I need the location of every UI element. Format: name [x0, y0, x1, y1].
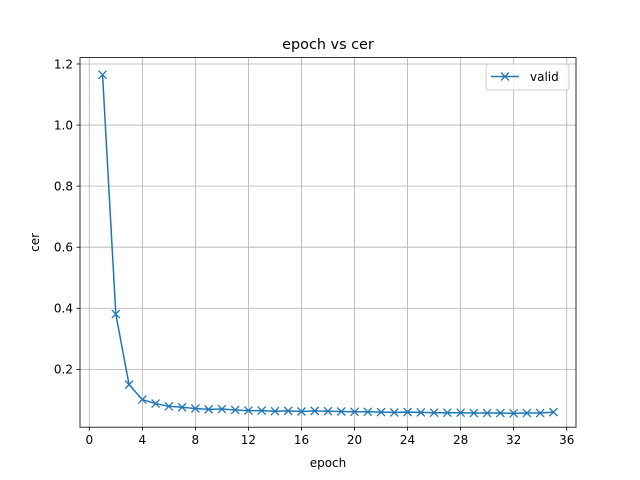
x-tick-label: 28 — [453, 433, 468, 447]
x-tick-label: 4 — [139, 433, 147, 447]
x-tick-label: 16 — [294, 433, 309, 447]
data-point — [548, 407, 558, 417]
x-tick-label: 24 — [400, 433, 415, 447]
data-point — [270, 406, 280, 416]
plot-frame — [79, 57, 577, 428]
data-point — [297, 407, 306, 416]
data-point — [482, 408, 492, 418]
legend-box — [485, 63, 570, 91]
data-point — [323, 406, 333, 416]
data-point — [177, 402, 187, 412]
data-point — [389, 407, 399, 417]
axis-ticks: 0 4 8 12 16 20 24 28 32 36 0.2 0.4 0.6 0.8 1.0 1.2 — [54, 57, 574, 447]
data-point — [190, 403, 200, 413]
x-tick-label: 20 — [347, 433, 362, 447]
data-point — [151, 399, 161, 409]
data-point — [363, 407, 373, 417]
y-tick-label: 1.2 — [54, 57, 73, 71]
legend: valid — [485, 63, 570, 91]
y-tick-label: 0.4 — [54, 302, 73, 316]
x-tick-label: 36 — [559, 433, 574, 447]
data-point — [164, 401, 174, 411]
x-tick-label: 32 — [506, 433, 521, 447]
data-point — [217, 404, 227, 414]
data-point — [336, 407, 346, 416]
data-point — [243, 406, 253, 416]
plot-series — [98, 70, 558, 418]
legend-marker-glyph — [500, 72, 510, 81]
data-point — [535, 408, 545, 418]
data-point — [124, 380, 134, 390]
data-point — [495, 408, 505, 418]
data-point — [283, 406, 293, 416]
x-axis-label: epoch — [310, 456, 347, 470]
data-point — [376, 407, 386, 417]
y-tick-label: 0.6 — [54, 241, 73, 255]
legend-marker-valid — [500, 72, 510, 81]
data-point — [230, 405, 240, 415]
data-point — [509, 408, 519, 418]
legend-label-valid: valid — [530, 70, 559, 84]
y-tick-label: 0.2 — [54, 363, 73, 377]
grid-lines — [80, 57, 576, 428]
x-tick-label: 12 — [241, 433, 256, 447]
y-axis-label: cer — [28, 233, 42, 252]
data-point — [350, 407, 359, 417]
chart-title: epoch vs cer — [282, 37, 374, 53]
data-point — [257, 406, 267, 416]
data-point — [310, 406, 320, 416]
data-point — [429, 408, 439, 418]
data-point — [98, 70, 108, 80]
data-point — [522, 408, 532, 418]
data-point — [403, 407, 413, 417]
data-point — [111, 309, 121, 319]
data-point — [442, 408, 452, 418]
x-tick-label: 0 — [85, 433, 93, 447]
data-point — [456, 408, 466, 418]
x-tick-label: 8 — [192, 433, 200, 447]
data-point — [204, 404, 214, 414]
data-point — [137, 395, 147, 405]
y-tick-label: 1.0 — [54, 118, 73, 132]
data-point — [469, 408, 479, 418]
data-point — [416, 407, 426, 417]
y-tick-label: 0.8 — [54, 179, 73, 193]
